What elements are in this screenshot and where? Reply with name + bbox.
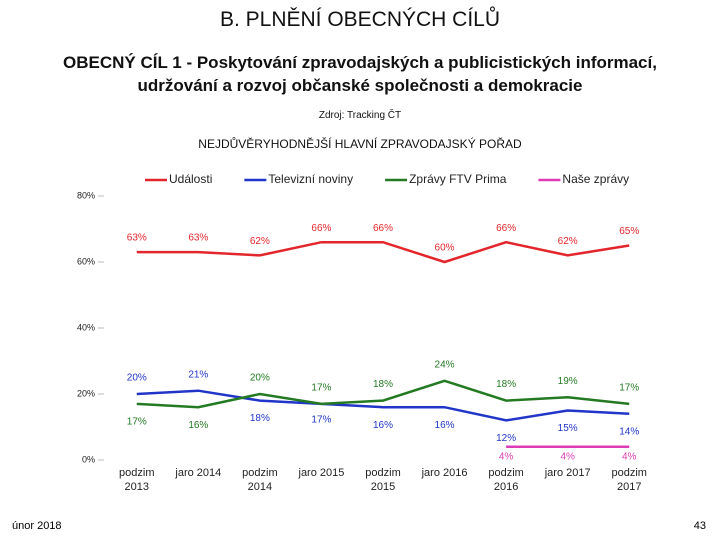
data-label: 24% [435,359,455,370]
data-label: 16% [373,420,393,431]
legend-label: Televizní noviny [268,172,353,186]
data-label: 4% [499,451,514,462]
data-label: 20% [127,373,147,384]
chart-title: NEJDŮVĚRYHODNĚJŠÍ HLAVNÍ ZPRAVODAJSKÝ PO… [198,137,522,151]
y-tick-label: 0% [82,454,95,464]
y-tick-label: 60% [77,256,95,266]
slide-title: B. PLNĚNÍ OBECNÝCH CÍLŮ [219,8,501,31]
data-label: 62% [558,236,578,247]
y-tick-label: 80% [77,190,95,200]
data-label: 65% [619,226,639,237]
data-label: 18% [250,413,270,424]
data-label: 14% [619,426,639,437]
subtitle: OBECNÝ CÍL 1 - Poskytování zpravodajskýc… [63,53,657,72]
x-tick-label: jaro 2014 [175,467,222,479]
data-label: 18% [496,379,516,390]
data-label: 15% [558,423,578,434]
data-label: 4% [622,451,637,462]
data-label: 18% [373,379,393,390]
legend-label: Zprávy FTV Prima [409,172,507,186]
series-line [136,389,630,422]
data-label: 12% [496,433,516,444]
data-label: 17% [311,383,331,394]
x-tick-label: podzim 2013 [119,467,155,493]
y-tick-label: 40% [77,322,95,332]
series-line [136,379,630,409]
x-tick-label: jaro 2015 [298,467,345,479]
y-tick-label: 20% [77,388,95,398]
data-label: 17% [619,383,639,394]
data-label: 20% [250,373,270,384]
x-tick-label: podzim 2015 [365,467,401,493]
data-label: 63% [127,233,147,244]
data-label: 16% [188,420,208,431]
series-line [136,240,630,264]
data-label: 17% [311,415,331,426]
data-label: 17% [127,417,147,428]
data-label: 60% [435,243,455,254]
data-label: 66% [496,223,516,234]
data-label: 16% [435,420,455,431]
data-label: 66% [373,223,393,234]
x-tick-label: jaro 2016 [421,467,468,479]
data-label: 21% [188,369,208,380]
x-tick-label: podzim 2016 [488,467,524,493]
data-label: 19% [558,376,578,387]
page-number: 43 [693,520,706,532]
subtitle: udržování a rozvoj občanské společnosti … [137,76,583,95]
x-tick-label: jaro 2017 [544,467,591,479]
x-tick-label: podzim 2017 [611,467,647,493]
x-tick-label: podzim 2014 [242,467,278,493]
data-label: 63% [188,233,208,244]
data-label: 62% [250,236,270,247]
legend-label: Naše zprávy [562,172,629,186]
data-label: 66% [311,223,331,234]
data-label: 4% [560,451,575,462]
legend-label: Události [169,172,212,186]
footer-date: únor 2018 [12,520,62,532]
source: Zdroj: Tracking ČT [318,110,402,121]
